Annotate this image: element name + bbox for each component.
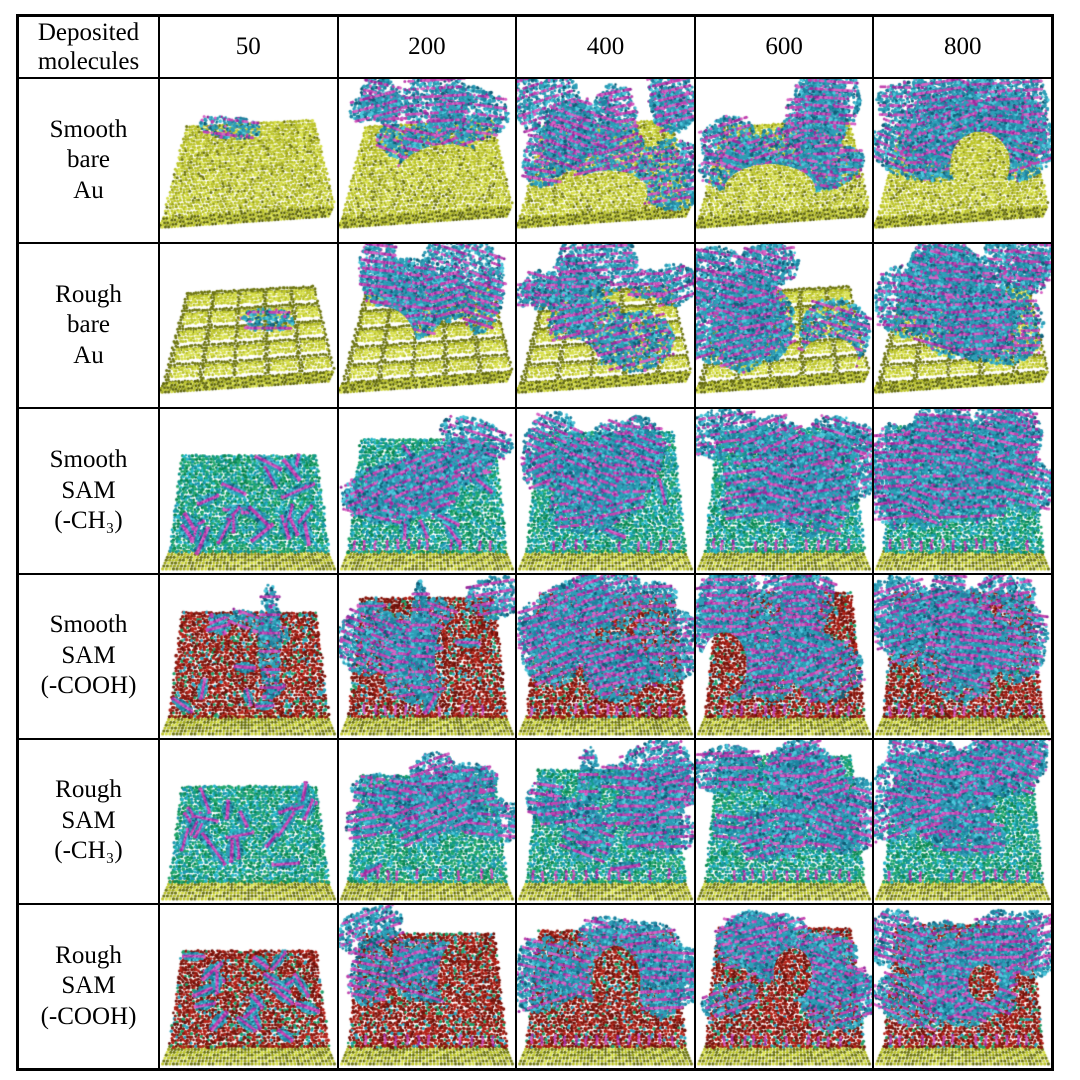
snapshot-rough-bare-au-200 [338,244,516,408]
snapshot-smooth-sam-ch3-50 [160,409,337,573]
snapshot-cell [694,573,874,739]
column-header: 800 [873,16,1052,78]
row-label-line: Smooth [49,446,128,474]
snapshot-cell [337,903,517,1069]
snapshot-smooth-bare-au-200 [338,79,516,243]
snapshot-cell [873,78,1052,244]
row-label-smooth-bare-au: Smooth bare Au [18,78,159,244]
simulation-table: Deposited molecules 50 200 400 600 800 S… [16,14,1054,1071]
row-label-line: SAM [61,641,116,669]
row-label-line: Smooth [49,115,128,143]
row-label-line: Rough [55,280,122,308]
snapshot-rough-sam-cooh-50 [160,904,337,1068]
snapshot-rough-sam-ch3-400 [517,739,694,903]
snapshot-rough-sam-ch3-200 [338,739,516,903]
row-label-rough-sam-ch3: Rough SAM (-CH₃) [18,738,159,904]
row-label-smooth-sam-ch3: Smooth SAM (-CH₃) [18,408,159,574]
row-label-line: SAM [61,972,116,1000]
snapshot-rough-sam-cooh-200 [338,904,516,1068]
snapshot-cell [873,243,1052,409]
snapshot-smooth-sam-cooh-50 [160,574,337,738]
snapshot-cell [337,408,517,574]
snapshot-cell [516,78,695,244]
corner-header-line: molecules [37,48,140,75]
row-label-line: bare [66,311,111,339]
corner-header-line: Deposited [37,18,140,46]
row-label-line: SAM [61,476,116,504]
snapshot-cell [873,408,1052,574]
row-label-line: Au [73,176,104,204]
snapshot-cell [516,408,695,574]
row-label-line: Rough [55,776,122,804]
snapshot-cell [694,738,874,904]
snapshot-smooth-sam-cooh-800 [874,574,1051,738]
row-label-line: (-CH₃) [54,507,123,535]
snapshot-cell [516,903,695,1069]
row-label-line: bare [66,146,111,174]
row-label-line: SAM [61,806,116,834]
snapshot-rough-sam-ch3-800 [874,739,1051,903]
snapshot-smooth-sam-ch3-400 [517,409,694,573]
snapshot-smooth-sam-ch3-800 [874,409,1051,573]
snapshot-cell [337,738,517,904]
snapshot-rough-bare-au-50 [160,244,337,408]
snapshot-cell [694,78,874,244]
snapshot-cell [694,903,874,1069]
snapshot-smooth-bare-au-50 [160,79,337,243]
column-header: 200 [337,16,517,78]
snapshot-cell [159,903,338,1069]
row-label-line: (-COOH) [40,1002,137,1030]
snapshot-rough-sam-ch3-50 [160,739,337,903]
snapshot-rough-sam-cooh-600 [695,904,873,1068]
snapshot-cell [516,573,695,739]
row-label-line: Rough [55,941,122,969]
snapshot-cell [159,243,338,409]
snapshot-cell [159,573,338,739]
snapshot-smooth-sam-cooh-200 [338,574,516,738]
snapshot-rough-bare-au-600 [695,244,873,408]
snapshot-cell [159,78,338,244]
snapshot-smooth-sam-ch3-200 [338,409,516,573]
snapshot-smooth-sam-cooh-600 [695,574,873,738]
column-header: 600 [694,16,874,78]
snapshot-smooth-sam-ch3-600 [695,409,873,573]
snapshot-rough-bare-au-800 [874,244,1051,408]
snapshot-cell [873,903,1052,1069]
snapshot-cell [159,408,338,574]
snapshot-cell [337,243,517,409]
row-label-line: Smooth [49,611,128,639]
snapshot-cell [694,408,874,574]
snapshot-smooth-bare-au-600 [695,79,873,243]
corner-header-cell: Deposited molecules [18,16,159,78]
row-label-rough-bare-au: Rough bare Au [18,243,159,409]
row-label-rough-sam-cooh: Rough SAM (-COOH) [18,903,159,1069]
snapshot-rough-sam-cooh-800 [874,904,1051,1068]
row-label-line: (-COOH) [40,672,137,700]
snapshot-rough-sam-cooh-400 [517,904,694,1068]
snapshot-cell [873,738,1052,904]
column-header: 400 [516,16,695,78]
snapshot-cell [516,243,695,409]
snapshot-cell [516,738,695,904]
snapshot-cell [159,738,338,904]
row-label-smooth-sam-cooh: Smooth SAM (-COOH) [18,573,159,739]
snapshot-smooth-sam-cooh-400 [517,574,694,738]
snapshot-cell [337,78,517,244]
snapshot-cell [694,243,874,409]
snapshot-cell [873,573,1052,739]
snapshot-cell [337,573,517,739]
row-label-line: Au [73,341,104,369]
snapshot-rough-bare-au-400 [517,244,694,408]
column-header: 50 [159,16,338,78]
row-label-line: (-CH₃) [54,837,123,865]
snapshot-rough-sam-ch3-600 [695,739,873,903]
snapshot-smooth-bare-au-800 [874,79,1051,243]
snapshot-smooth-bare-au-400 [517,79,694,243]
